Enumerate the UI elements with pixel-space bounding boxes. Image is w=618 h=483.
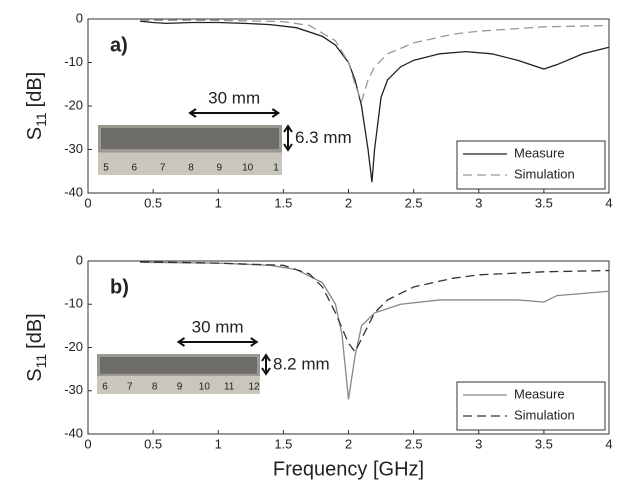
x-tick-label: 2.5 xyxy=(405,436,423,451)
ruler-label: 7 xyxy=(160,163,166,174)
x-tick-label: 0.5 xyxy=(144,436,162,451)
ruler-label: 9 xyxy=(177,382,183,393)
photo-ruler xyxy=(98,152,282,175)
y-tick-label: -40 xyxy=(64,425,83,440)
ruler-label: 9 xyxy=(217,163,223,174)
series-line xyxy=(140,261,610,400)
x-tick-label: 0 xyxy=(84,195,91,210)
ruler-label: 10 xyxy=(242,163,254,174)
y-tick-label: -30 xyxy=(64,382,83,397)
y-tick-label: -20 xyxy=(64,339,83,354)
y-label: S11 [dB] xyxy=(24,72,48,140)
y-tick-label: -30 xyxy=(64,141,83,156)
legend-label: Measure xyxy=(514,386,565,401)
legend-box xyxy=(456,381,606,431)
y-label-sub: 11 xyxy=(33,354,49,369)
x-tick-label: 4 xyxy=(605,195,612,210)
y-label: S11 [dB] xyxy=(24,313,48,381)
x-tick-label: 2.5 xyxy=(405,195,423,210)
ruler-label: 12 xyxy=(248,382,260,393)
legend-box xyxy=(456,140,606,190)
ruler-label: 10 xyxy=(199,382,211,393)
legend-label: Simulation xyxy=(514,407,575,422)
ruler-label: 7 xyxy=(127,382,133,393)
ruler-label: 8 xyxy=(188,163,194,174)
y-label-unit: [dB] xyxy=(24,72,46,108)
y-tick-label: -20 xyxy=(64,97,83,112)
y-label-sub: 11 xyxy=(33,112,49,127)
series-line xyxy=(140,20,610,183)
panel-label: b) xyxy=(110,276,129,298)
x-tick-label: 0.5 xyxy=(144,195,162,210)
x-tick-label: 3.5 xyxy=(535,195,553,210)
x-tick-label: 3 xyxy=(475,195,482,210)
height-arrow xyxy=(261,353,271,376)
series-line xyxy=(140,261,610,354)
x-tick-label: 3 xyxy=(475,436,482,451)
y-tick-label: 0 xyxy=(76,10,83,25)
y-label-main: S xyxy=(24,368,46,381)
ruler-label: 6 xyxy=(132,163,138,174)
height-arrow xyxy=(283,124,293,152)
y-tick-label: -10 xyxy=(64,54,83,69)
x-tick-label: 2 xyxy=(345,436,352,451)
y-tick-label: 0 xyxy=(76,252,83,267)
width-annotation: 30 mm xyxy=(192,317,244,336)
x-tick-label: 3.5 xyxy=(535,436,553,451)
ruler-label: 5 xyxy=(103,163,109,174)
ruler-label: 1 xyxy=(273,163,279,174)
ruler-label: 11 xyxy=(224,382,235,393)
ruler-label: 8 xyxy=(152,382,158,393)
x-tick-label: 1.5 xyxy=(274,195,292,210)
x-tick-label: 4 xyxy=(605,436,612,451)
series-line xyxy=(140,19,610,104)
y-tick-label: -40 xyxy=(64,184,83,199)
photo-sample xyxy=(101,128,279,149)
panel-label: a) xyxy=(110,34,128,56)
x-tick-label: 0 xyxy=(84,436,91,451)
x-tick-label: 2 xyxy=(345,195,352,210)
x-tick-label: 1 xyxy=(215,195,222,210)
y-tick-label: -10 xyxy=(64,296,83,311)
legend-label: Measure xyxy=(514,145,565,160)
width-arrow xyxy=(188,108,281,118)
height-annotation: 6.3 mm xyxy=(295,128,352,147)
photo-sample xyxy=(100,357,257,374)
x-tick-label: 1 xyxy=(215,436,222,451)
width-arrow xyxy=(176,337,259,347)
y-label-unit: [dB] xyxy=(24,313,46,349)
legend-label: Simulation xyxy=(514,166,575,181)
photo-ruler xyxy=(97,376,260,394)
y-label-main: S xyxy=(24,127,46,140)
width-annotation: 30 mm xyxy=(208,88,260,107)
ruler-label: 6 xyxy=(102,382,108,393)
x-tick-label: 1.5 xyxy=(274,436,292,451)
x-label: Frequency [GHz] xyxy=(273,458,424,480)
height-annotation: 8.2 mm xyxy=(273,354,330,373)
